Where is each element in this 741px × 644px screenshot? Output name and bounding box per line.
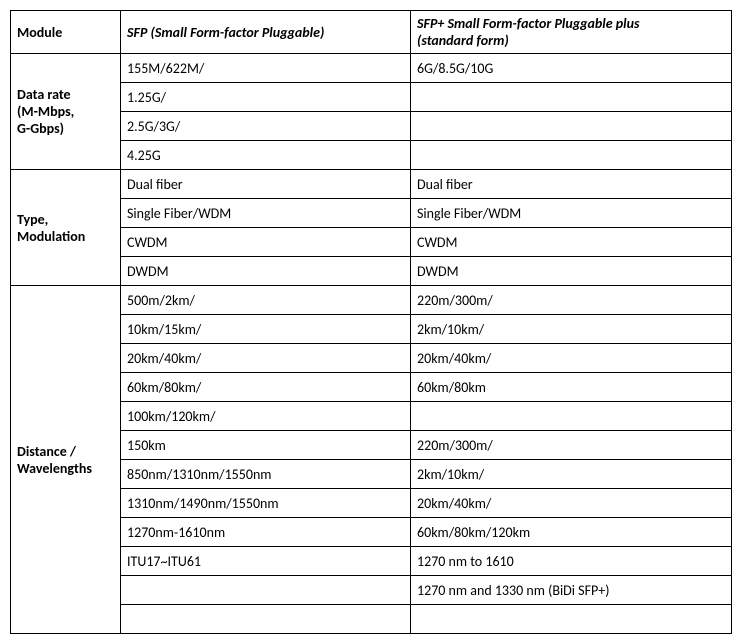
section-label-distance: Distance / Wavelengths xyxy=(11,286,121,634)
cell-sfp: 1310nm/1490nm/1550nm xyxy=(121,489,411,518)
cell-sfp: 850nm/1310nm/1550nm xyxy=(121,460,411,489)
cell-sfp: 150km xyxy=(121,431,411,460)
cell-sfp: ITU17~ITU61 xyxy=(121,547,411,576)
section-label-datarate: Data rate (M-Mbps, G-Gbps) xyxy=(11,54,121,170)
cell-sfpp: 6G/8.5G/10G xyxy=(411,54,732,83)
cell-sfpp xyxy=(411,402,732,431)
cell-sfpp xyxy=(411,83,732,112)
header-sfpp: SFP+ Small Form-factor Pluggable plus (s… xyxy=(411,11,732,54)
cell-sfp: 500m/2km/ xyxy=(121,286,411,315)
table-row: Data rate (M-Mbps, G-Gbps) 155M/622M/ 6G… xyxy=(11,54,732,83)
cell-sfpp xyxy=(411,605,732,634)
cell-sfp: 10km/15km/ xyxy=(121,315,411,344)
cell-sfpp: 20km/40km/ xyxy=(411,489,732,518)
cell-sfp: 1.25G/ xyxy=(121,83,411,112)
cell-sfp: 4.25G xyxy=(121,141,411,170)
header-row: Module SFP (Small Form-factor Pluggable)… xyxy=(11,11,732,54)
cell-sfp: 20km/40km/ xyxy=(121,344,411,373)
cell-sfp: CWDM xyxy=(121,228,411,257)
cell-sfp: 2.5G/3G/ xyxy=(121,112,411,141)
cell-sfpp: Single Fiber/WDM xyxy=(411,199,732,228)
cell-sfp: 60km/80km/ xyxy=(121,373,411,402)
cell-sfp xyxy=(121,605,411,634)
cell-sfp: Single Fiber/WDM xyxy=(121,199,411,228)
cell-sfpp: 1270 nm to 1610 xyxy=(411,547,732,576)
table-row: Type, Modulation Dual fiber Dual fiber xyxy=(11,170,732,199)
header-module: Module xyxy=(11,11,121,54)
cell-sfpp: 2km/10km/ xyxy=(411,460,732,489)
cell-sfpp: 20km/40km/ xyxy=(411,344,732,373)
section-label-type: Type, Modulation xyxy=(11,170,121,286)
cell-sfpp: 2km/10km/ xyxy=(411,315,732,344)
cell-sfpp: Dual fiber xyxy=(411,170,732,199)
spec-table: Module SFP (Small Form-factor Pluggable)… xyxy=(10,10,732,634)
header-sfp: SFP (Small Form-factor Pluggable) xyxy=(121,11,411,54)
cell-sfp: 100km/120km/ xyxy=(121,402,411,431)
cell-sfp: Dual fiber xyxy=(121,170,411,199)
cell-sfpp: 220m/300m/ xyxy=(411,286,732,315)
cell-sfp xyxy=(121,576,411,605)
cell-sfp: DWDM xyxy=(121,257,411,286)
cell-sfpp: CWDM xyxy=(411,228,732,257)
table-row: Distance / Wavelengths 500m/2km/ 220m/30… xyxy=(11,286,732,315)
cell-sfp: 1270nm-1610nm xyxy=(121,518,411,547)
cell-sfpp: 1270 nm and 1330 nm (BiDi SFP+) xyxy=(411,576,732,605)
cell-sfpp xyxy=(411,112,732,141)
cell-sfp: 155M/622M/ xyxy=(121,54,411,83)
cell-sfpp: 220m/300m/ xyxy=(411,431,732,460)
cell-sfpp: 60km/80km/120km xyxy=(411,518,732,547)
cell-sfpp: DWDM xyxy=(411,257,732,286)
cell-sfpp: 60km/80km xyxy=(411,373,732,402)
cell-sfpp xyxy=(411,141,732,170)
